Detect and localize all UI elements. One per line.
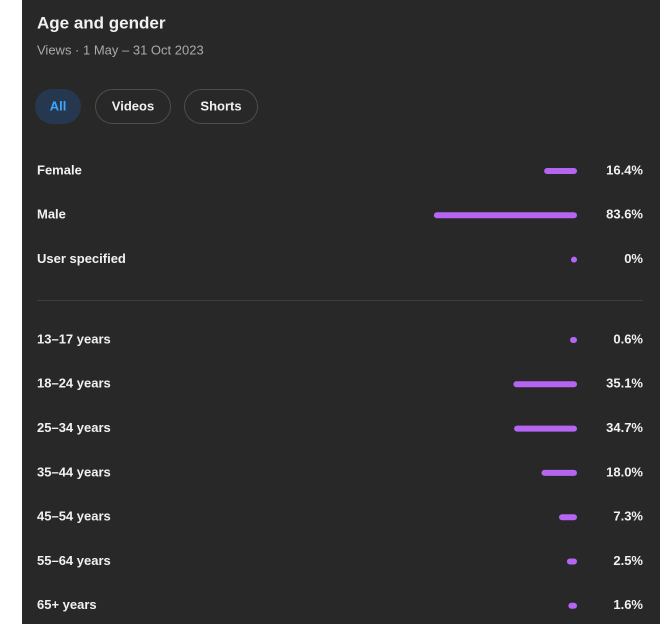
- value-label: 18.0%: [606, 464, 643, 479]
- value-label: 2.5%: [613, 553, 643, 568]
- row-label: 13–17 years: [37, 331, 111, 346]
- row-label: 35–44 years: [37, 464, 111, 479]
- value-label: 35.1%: [606, 376, 643, 391]
- row-label: 55–64 years: [37, 553, 111, 568]
- card-background: [22, 0, 660, 624]
- row-label: User specified: [37, 251, 126, 266]
- tab-videos[interactable]: Videos: [95, 89, 171, 124]
- value-label: 7.3%: [613, 509, 643, 524]
- tab-pill[interactable]: [95, 89, 171, 124]
- tab-pill[interactable]: [184, 89, 258, 124]
- value-label: 16.4%: [606, 162, 643, 177]
- tab-all[interactable]: All: [35, 89, 81, 124]
- row-label: 65+ years: [37, 597, 97, 612]
- value-label: 83.6%: [606, 207, 643, 222]
- tab-label[interactable]: All: [50, 98, 67, 113]
- row-label: Female: [37, 162, 82, 177]
- tab-label[interactable]: Shorts: [200, 98, 241, 113]
- value-label: 34.7%: [606, 420, 643, 435]
- card-title: Age and gender: [37, 13, 166, 32]
- value-label: 1.6%: [613, 597, 643, 612]
- tab-shorts[interactable]: Shorts: [184, 89, 258, 124]
- tab-label[interactable]: Videos: [112, 98, 154, 113]
- row-label: Male: [37, 207, 66, 222]
- card-subtitle: Views · 1 May – 31 Oct 2023: [37, 42, 204, 57]
- value-label: 0%: [624, 251, 643, 266]
- row-label: 18–24 years: [37, 376, 111, 391]
- row-label: 25–34 years: [37, 420, 111, 435]
- value-label: 0.6%: [613, 331, 643, 346]
- row-label: 45–54 years: [37, 509, 111, 524]
- tab-pill[interactable]: [35, 89, 81, 124]
